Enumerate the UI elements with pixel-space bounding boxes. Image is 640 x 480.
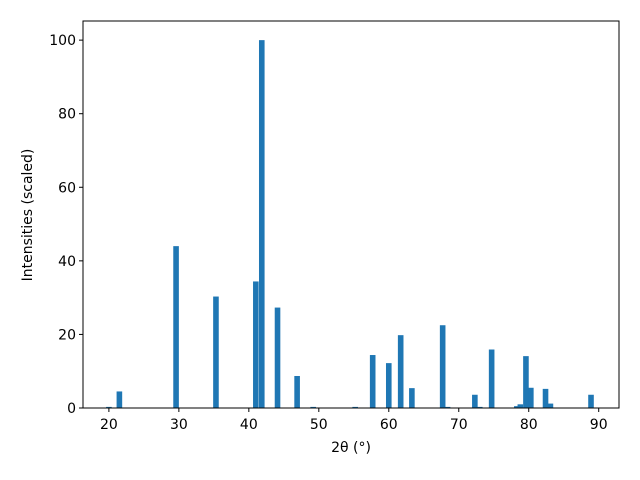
x-tick-label: 70 [450,417,468,433]
x-tick-label: 60 [380,417,398,433]
bar [523,356,529,408]
bar [310,406,317,408]
y-tick-label: 0 [67,401,76,417]
bar [444,406,451,408]
y-tick-label: 60 [58,180,76,196]
x-tick-label: 30 [170,417,188,433]
bar [517,404,524,408]
x-tick-label: 50 [310,417,328,433]
y-tick-label: 20 [58,327,76,343]
x-tick-label: 20 [100,417,118,433]
bar [173,246,179,408]
plot-frame [82,20,620,409]
x-axis-label: 2θ (°) [331,440,371,456]
bar [528,387,534,408]
bar [294,375,300,408]
bar [439,325,446,408]
bar [476,406,483,408]
bar [274,307,281,408]
y-tick-label: 100 [49,33,76,49]
bar [409,388,415,408]
bar [106,406,112,408]
bar [253,281,259,408]
bar [472,394,478,408]
y-tick-label: 80 [58,107,76,123]
y-tick-label: 40 [58,254,76,270]
bar [588,394,594,408]
x-tick-label: 80 [520,417,538,433]
x-tick-label: 40 [240,417,258,433]
y-axis-label: Intensities (scaled) [20,149,36,282]
bar [116,391,123,408]
x-tick-label: 90 [590,417,608,433]
bar [542,388,549,408]
bar [369,355,376,408]
bar [352,406,358,408]
bar [385,363,392,408]
bar [514,406,520,408]
bar [258,40,265,409]
bar [547,403,554,408]
bar [213,296,219,408]
bar [397,335,404,408]
bar [488,349,495,408]
